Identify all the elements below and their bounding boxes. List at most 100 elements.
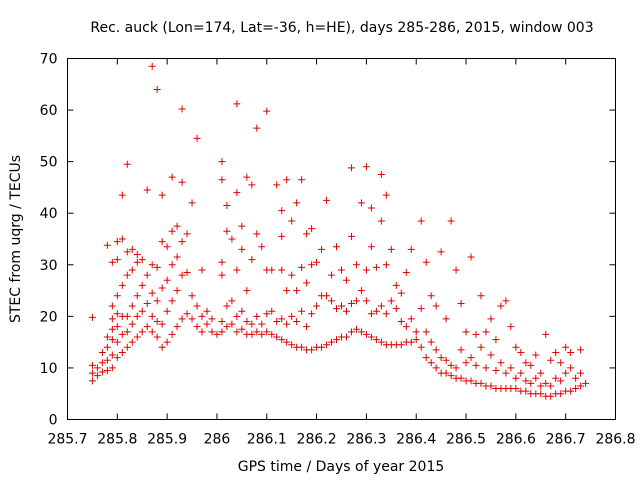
data-point: [148, 62, 156, 70]
data-point: [178, 238, 186, 246]
data-point: [268, 330, 276, 338]
data-point: [492, 367, 500, 375]
data-point: [228, 235, 236, 243]
data-point: [537, 382, 545, 390]
data-point: [482, 328, 490, 336]
x-axis-label: GPS time / Days of year 2015: [238, 459, 445, 475]
data-point: [113, 354, 121, 362]
data-point: [457, 374, 465, 382]
data-point: [123, 271, 131, 279]
y-tick-label: 70: [40, 52, 58, 68]
x-tick-label: 286.8: [595, 432, 635, 448]
data-point: [233, 328, 241, 336]
data-point: [218, 158, 226, 166]
data-point: [367, 310, 375, 318]
data-point: [193, 323, 201, 331]
data-point: [557, 377, 565, 385]
data-point: [472, 361, 480, 369]
data-point: [88, 369, 96, 377]
data-point: [198, 266, 206, 274]
data-point: [153, 263, 161, 271]
data-point: [472, 330, 480, 338]
data-point: [258, 243, 266, 251]
data-point: [88, 313, 96, 321]
data-point: [532, 351, 540, 359]
data-point: [462, 359, 470, 367]
data-point: [208, 328, 216, 336]
data-point: [248, 320, 256, 328]
y-tick-label: 40: [40, 206, 58, 222]
data-point: [128, 266, 136, 274]
data-point: [243, 173, 251, 181]
data-point: [427, 292, 435, 300]
data-point: [352, 297, 360, 305]
data-point: [303, 230, 311, 238]
data-point: [263, 328, 271, 336]
data-point: [462, 328, 470, 336]
data-point: [258, 330, 266, 338]
data-point: [193, 302, 201, 310]
data-point: [367, 333, 375, 341]
data-point: [567, 364, 575, 372]
data-point: [233, 189, 241, 197]
data-point: [362, 297, 370, 305]
data-point: [547, 356, 555, 364]
data-point: [123, 343, 131, 351]
data-point: [183, 230, 191, 238]
data-point: [347, 164, 355, 172]
data-point: [118, 348, 126, 356]
data-point: [98, 359, 106, 367]
data-point: [108, 364, 116, 372]
data-point: [427, 338, 435, 346]
data-point: [333, 305, 341, 313]
data-point: [367, 243, 375, 251]
data-point: [108, 302, 116, 310]
data-point: [412, 336, 420, 344]
data-point: [208, 315, 216, 323]
data-point: [487, 315, 495, 323]
data-point: [372, 307, 380, 315]
data-point: [228, 320, 236, 328]
data-point: [298, 176, 306, 184]
data-point: [263, 310, 271, 318]
data-point: [303, 323, 311, 331]
data-point: [183, 269, 191, 277]
data-point: [163, 243, 171, 251]
data-point: [108, 325, 116, 333]
data-point: [517, 348, 525, 356]
y-tick-label: 30: [40, 258, 58, 274]
data-point: [103, 343, 111, 351]
data-point: [402, 323, 410, 331]
data-point: [293, 199, 301, 207]
data-point: [183, 310, 191, 318]
data-point: [233, 266, 241, 274]
data-point: [248, 256, 256, 264]
data-point: [218, 176, 226, 184]
x-tick-label: 285.7: [47, 432, 87, 448]
data-point: [148, 289, 156, 297]
data-point: [98, 368, 106, 376]
data-point: [273, 333, 281, 341]
data-point: [582, 379, 590, 387]
data-point: [108, 336, 116, 344]
data-point: [218, 271, 226, 279]
data-point: [153, 297, 161, 305]
data-point: [357, 287, 365, 295]
data-point: [123, 328, 131, 336]
data-point: [168, 173, 176, 181]
data-point: [487, 382, 495, 390]
data-point: [138, 328, 146, 336]
x-tick-label: 286.4: [396, 432, 436, 448]
data-point: [502, 297, 510, 305]
x-tick-label: 286.2: [297, 432, 337, 448]
data-point: [113, 238, 121, 246]
data-point: [397, 289, 405, 297]
data-point: [113, 323, 121, 331]
data-point: [218, 258, 226, 266]
data-point: [342, 276, 350, 284]
data-point: [323, 341, 331, 349]
data-point: [223, 201, 231, 209]
data-point: [572, 385, 580, 393]
data-point: [387, 245, 395, 253]
data-point: [153, 85, 161, 93]
